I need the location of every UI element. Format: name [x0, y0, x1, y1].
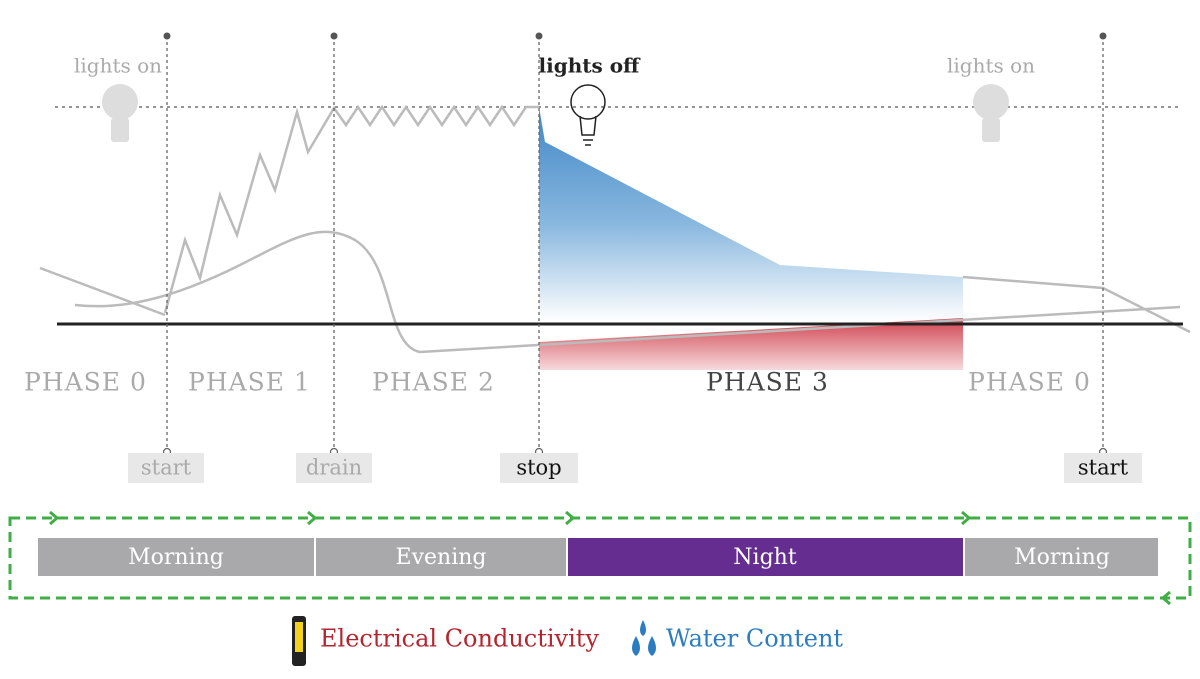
legend-label: Electrical Conductivity — [320, 625, 599, 653]
period-label: Morning — [128, 545, 224, 570]
cycle-loop — [8, 516, 1192, 600]
legend-label: Water Content — [666, 625, 843, 653]
period-label: Night — [733, 545, 797, 570]
lights-label: lights on — [947, 54, 1035, 78]
period-label: Morning — [1014, 545, 1110, 570]
lights-label: lights off — [539, 54, 642, 78]
event-label: stop — [516, 456, 561, 480]
period-label: Evening — [396, 545, 487, 570]
period-bars — [38, 538, 1158, 576]
phase-label: PHASE 1 — [188, 368, 311, 397]
phase-label: PHASE 3 — [706, 368, 829, 397]
phase-label: PHASE 0 — [968, 368, 1091, 397]
phase-label: PHASE 0 — [24, 368, 147, 397]
cycle-arrows — [49, 510, 1171, 606]
event-label: start — [141, 456, 192, 480]
event-label: drain — [306, 456, 362, 480]
event-tags — [128, 453, 1142, 483]
water-area — [539, 107, 963, 322]
ec-area — [539, 318, 963, 370]
ec-icon — [292, 616, 306, 666]
phase-label: PHASE 2 — [372, 368, 495, 397]
bulbs — [102, 84, 1009, 146]
event-label: start — [1078, 456, 1129, 480]
lights-label: lights on — [74, 54, 162, 78]
water-icon — [632, 620, 656, 656]
